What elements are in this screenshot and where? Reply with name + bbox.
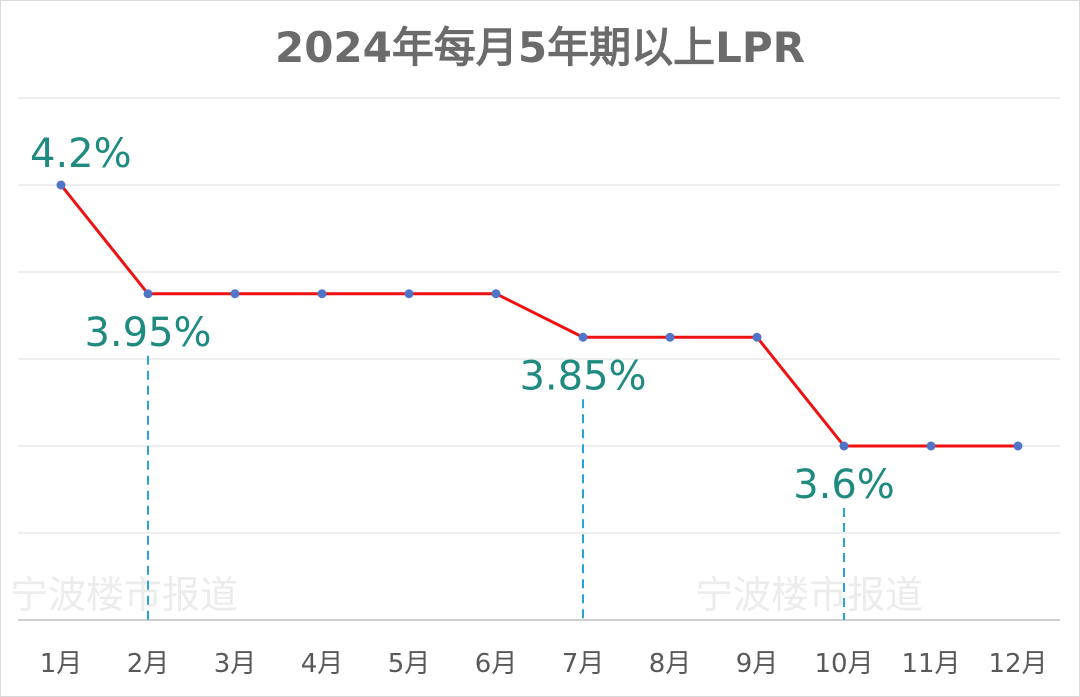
data-label: 3.95% [84, 310, 211, 356]
data-labels: 4.2% 3.95% 3.85% 3.6% [30, 131, 895, 508]
data-point [578, 332, 588, 342]
x-tick-label: 1月 [40, 649, 83, 679]
x-tick-label: 7月 [562, 649, 605, 679]
data-point [1013, 441, 1023, 451]
x-tick-label: 2月 [127, 649, 170, 679]
data-point [404, 289, 414, 299]
series [56, 180, 1023, 451]
chart-title: 2024年每月5年期以上LPR [274, 23, 805, 72]
x-tick-label: 12月 [988, 649, 1047, 679]
x-tick-label: 5月 [388, 649, 431, 679]
data-point [491, 289, 501, 299]
data-point [317, 289, 327, 299]
watermark-right: 宁波楼市报道 [695, 573, 923, 617]
data-point [752, 332, 762, 342]
series-line [59, 184, 1018, 448]
x-tick-label: 4月 [301, 649, 344, 679]
x-tick-label: 9月 [736, 649, 779, 679]
data-label: 3.85% [519, 353, 646, 399]
data-point [56, 180, 66, 190]
x-tick-label: 6月 [475, 649, 518, 679]
data-point [230, 289, 240, 299]
watermark-left: 宁波楼市报道 [10, 573, 238, 617]
data-point [926, 441, 936, 451]
data-point [665, 332, 675, 342]
data-label: 4.2% [30, 131, 132, 177]
data-label: 3.6% [793, 462, 895, 508]
x-tick-label: 3月 [214, 649, 257, 679]
x-tick-label: 8月 [649, 649, 692, 679]
data-point [143, 289, 153, 299]
x-tick-label: 10月 [814, 649, 873, 679]
gridlines [18, 97, 1060, 621]
x-tick-label: 11月 [901, 649, 960, 679]
guide-lines [147, 355, 845, 620]
data-point [839, 441, 849, 451]
x-axis-ticks: 1月 2月 3月 4月 5月 6月 7月 8月 9月 10月 11月 12月 [40, 649, 1048, 679]
